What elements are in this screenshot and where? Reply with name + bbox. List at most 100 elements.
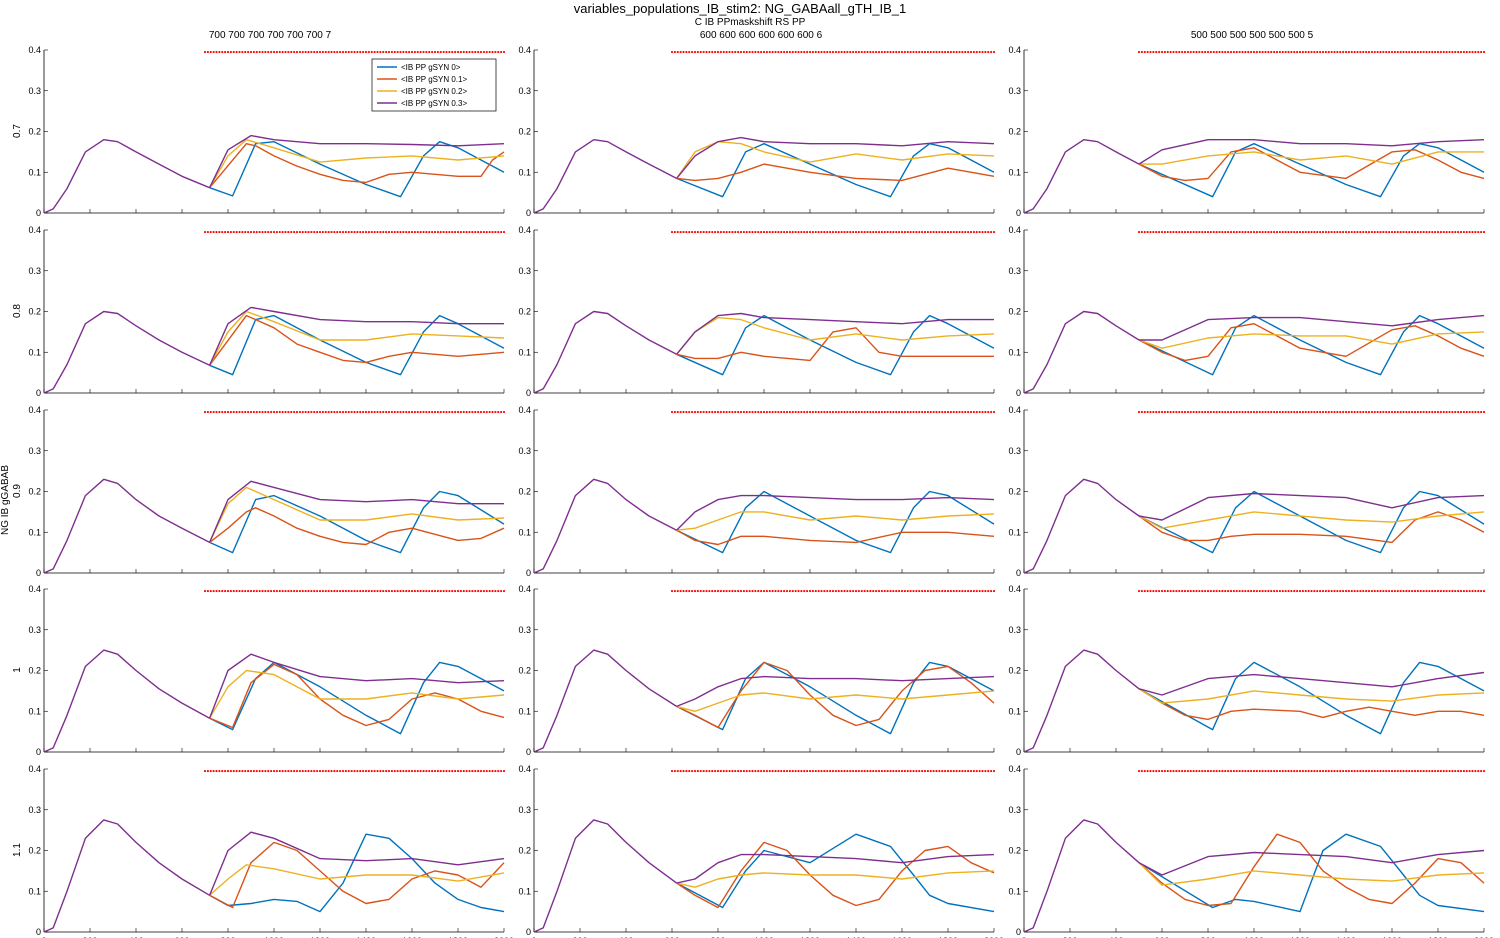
stimulus-marker [866,410,869,414]
stimulus-marker [249,769,253,773]
stimulus-marker [952,50,955,54]
stimulus-marker [1451,410,1454,414]
stimulus-marker [676,769,679,773]
stimulus-marker [364,50,368,54]
stimulus-marker [1353,769,1356,773]
row-label-4: 1 [12,667,23,673]
stimulus-marker [1229,769,1233,773]
stimulus-marker [716,589,720,593]
stimulus-marker [987,230,990,234]
stimulus-marker [270,50,273,54]
stimulus-marker [771,410,774,414]
stimulus-marker [1480,769,1483,773]
stimulus-marker [826,410,829,414]
stimulus-marker [854,50,858,54]
stimulus-marker [935,410,938,414]
stimulus-marker [1347,50,1350,54]
stimulus-marker [1313,410,1316,414]
stimulus-marker [1448,589,1451,593]
stimulus-marker [1218,50,1221,54]
prestim-trace [43,139,210,214]
stimulus-marker [849,589,852,593]
stimulus-marker [990,410,993,414]
stimulus-marker [1181,410,1184,414]
stimulus-marker [944,410,947,414]
y-tick-label: 0 [526,208,531,218]
stimulus-marker [1385,589,1388,593]
stimulus-marker [477,589,480,593]
stimulus-marker [742,230,745,234]
stimulus-marker [1462,230,1465,234]
stimulus-marker [711,230,714,234]
stimulus-marker [952,410,955,414]
series-line-4 [676,494,995,531]
column-title-3: 500 500 500 500 500 500 5 [1191,30,1314,41]
stimulus-marker [339,230,342,234]
stimulus-marker [267,769,270,773]
y-tick-label: 0.1 [1008,886,1021,896]
x-tick-label: 1600 [402,936,422,938]
stimulus-marker [1186,589,1189,593]
stimulus-marker [1385,50,1388,54]
column-titles: 700 700 700 700 700 700 7 600 600 600 60… [209,30,1314,41]
stimulus-marker [1189,769,1192,773]
stimulus-marker [275,589,278,593]
stimulus-marker [949,50,952,54]
stimulus-marker [431,769,434,773]
stimulus-marker [806,50,809,54]
stimulus-marker [1247,230,1250,234]
stimulus-marker [307,769,310,773]
stimulus-marker [1172,230,1175,234]
stimulus-marker [445,50,448,54]
stimulus-marker [1258,769,1261,773]
stimulus-marker [688,769,691,773]
stimulus-marker [837,769,840,773]
stimulus-marker [379,769,382,773]
stimulus-marker [318,589,322,593]
stimulus-marker [1448,50,1451,54]
x-tick-label: 400 [128,936,143,938]
stimulus-marker [949,410,952,414]
stimulus-marker [935,50,938,54]
stimulus-marker [754,50,757,54]
stimulus-marker [728,50,731,54]
stimulus-marker [347,589,350,593]
stimulus-marker [1293,410,1296,414]
stimulus-marker [673,50,676,54]
stimulus-marker [1324,589,1327,593]
stimulus-marker [866,589,869,593]
y-tick-label: 0.4 [28,45,41,55]
stimulus-marker [244,769,247,773]
stimulus-marker [975,769,978,773]
stimulus-marker [722,589,725,593]
stimulus-marker [416,230,419,234]
series-line-1 [209,833,505,913]
stimulus-marker [886,769,889,773]
stimulus-marker [972,410,975,414]
stimulus-marker [298,50,301,54]
stimulus-marker [716,50,720,54]
stimulus-marker [347,230,350,234]
stimulus-marker [370,410,373,414]
stimulus-marker [1160,589,1164,593]
stimulus-marker [981,230,984,234]
stimulus-marker [1296,230,1299,234]
stimulus-marker [399,230,402,234]
stimulus-marker [923,50,927,54]
stimulus-marker [903,410,906,414]
stimulus-marker [1137,769,1141,773]
stimulus-marker [941,589,944,593]
prestim-trace [533,139,677,214]
stimulus-marker [1241,230,1244,234]
stimulus-marker [1275,589,1279,593]
stimulus-marker [307,589,310,593]
stimulus-marker [393,410,396,414]
stimulus-marker [1339,50,1342,54]
stimulus-marker [1370,589,1373,593]
stimulus-marker [760,769,763,773]
stimulus-marker [932,769,935,773]
stimulus-marker [1344,410,1348,414]
stimulus-marker [1342,50,1345,54]
stimulus-marker [1350,589,1353,593]
stimulus-marker [1385,410,1388,414]
